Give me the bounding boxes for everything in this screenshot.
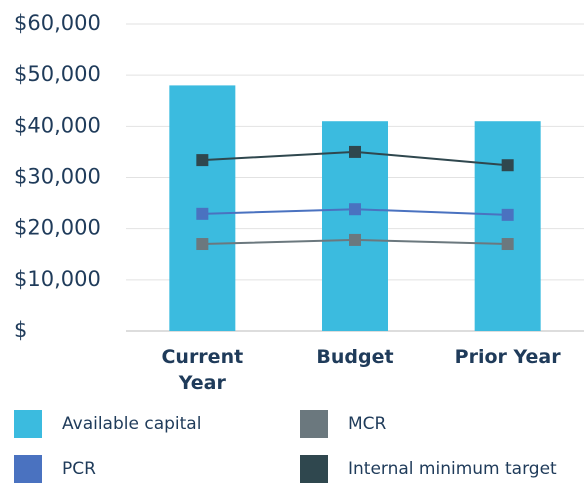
x-tick-label: Budget (316, 346, 394, 368)
y-tick-label: $40,000 (14, 113, 101, 137)
y-tick-label: $10,000 (14, 267, 101, 291)
bar (474, 121, 541, 331)
legend-swatch (14, 410, 42, 438)
marker (196, 154, 209, 167)
legend-swatch (300, 455, 328, 483)
x-tick-label: Current Year (161, 346, 244, 394)
marker (501, 208, 514, 221)
legend-label: Available capital (62, 414, 202, 434)
y-tick-label: $ (14, 318, 27, 342)
y-tick-label: $50,000 (14, 62, 101, 86)
legend-label: MCR (348, 414, 387, 434)
legend-swatch (300, 410, 328, 438)
marker (196, 238, 209, 251)
marker (349, 233, 361, 246)
marker (196, 207, 209, 220)
y-tick-label: $20,000 (14, 216, 101, 240)
y-tick-label: $30,000 (14, 165, 101, 189)
marker (349, 145, 361, 158)
legend-swatch (14, 455, 42, 483)
marker (501, 159, 514, 172)
marker (501, 238, 514, 251)
y-tick-label: $60,000 (14, 11, 101, 35)
legend-label: Internal minimum target (348, 459, 557, 479)
legend-label: PCR (62, 459, 96, 479)
marker (349, 203, 361, 216)
x-tick-label: Prior Year (454, 346, 561, 368)
